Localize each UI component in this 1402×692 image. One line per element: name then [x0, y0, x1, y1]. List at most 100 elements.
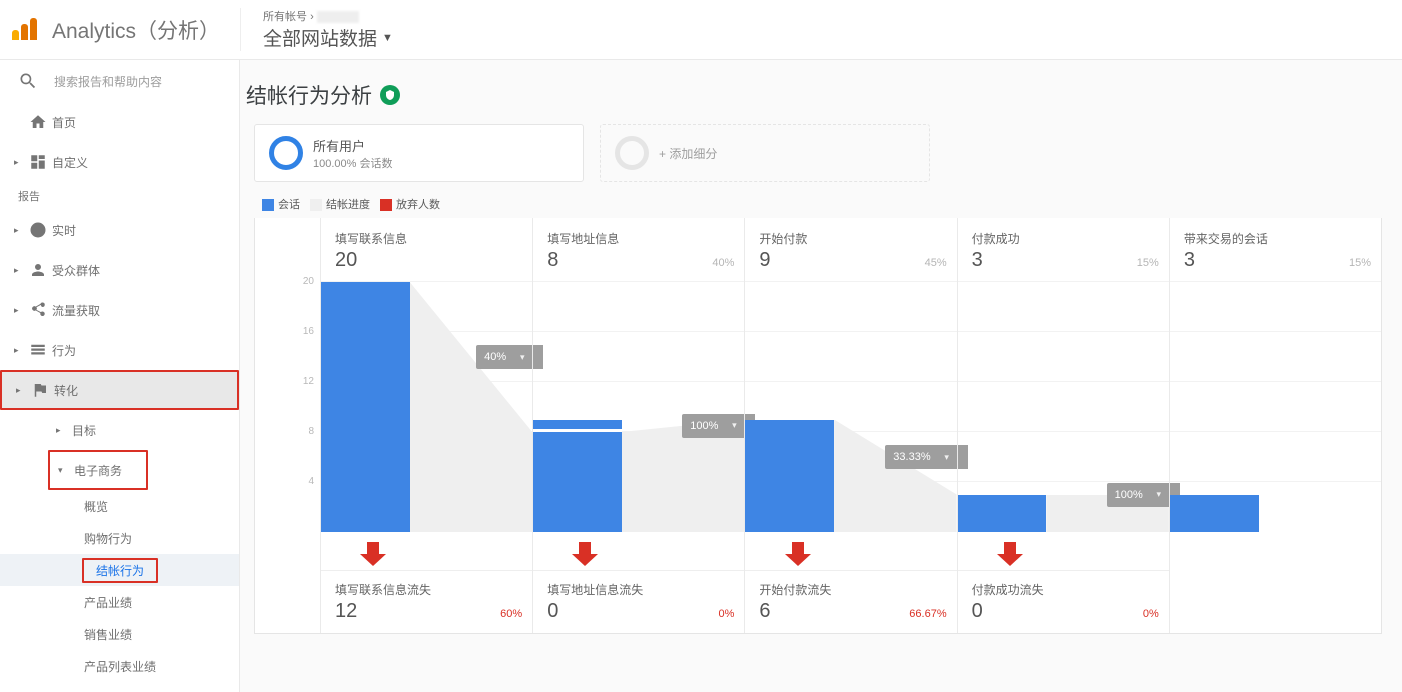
stage-name: 开始付款 — [759, 230, 946, 247]
section-header: 报告 — [0, 182, 239, 210]
stage-pct: 45% — [925, 257, 947, 269]
dropoff-value: 0 — [972, 600, 983, 623]
nav-label: 实时 — [52, 222, 76, 239]
y-tick: 20 — [303, 276, 314, 287]
segment-all-users[interactable]: 所有用户 100.00% 会话数 — [254, 124, 584, 182]
stage-value: 3 — [972, 249, 983, 272]
caret-down-icon: ▾ — [728, 420, 744, 431]
nav-realtime[interactable]: ▸ 实时 — [0, 210, 239, 250]
dropoff-row: 填写联系信息流失1260% — [321, 570, 532, 633]
nav-label: 受众群体 — [52, 262, 100, 279]
stage-value: 20 — [335, 249, 357, 272]
sub2-listperf[interactable]: 产品列表业绩 — [0, 650, 239, 682]
legend-progress: 结帐进度 — [310, 196, 370, 212]
funnel-stage[interactable]: 开始付款945%33.33%▾开始付款流失666.67% — [744, 218, 956, 633]
nav-acquisition[interactable]: ▸ 流量获取 — [0, 290, 239, 330]
sub-ecommerce[interactable]: ▾ 电子商务 — [48, 450, 148, 490]
session-bar — [958, 495, 1047, 533]
funnel-stage[interactable]: 填写地址信息840%100%▾填写地址信息流失00% — [532, 218, 744, 633]
funnel-stage[interactable]: 付款成功315%100%▾付款成功流失00% — [957, 218, 1169, 633]
segment-subtitle: 100.00% 会话数 — [313, 155, 392, 171]
stage-chart — [1170, 282, 1381, 532]
stage-name: 填写联系信息 — [335, 230, 522, 247]
nav-conversions[interactable]: ▸ 转化 — [0, 370, 239, 410]
session-bar — [533, 432, 622, 532]
dropoff-pct: 0% — [719, 608, 735, 620]
view-selector[interactable]: 所有帐号 › 全部网站数据 ▼ — [240, 8, 393, 51]
conversion-pct: 100% — [682, 420, 728, 432]
sub2-label: 产品业绩 — [84, 594, 132, 611]
segment-add[interactable]: + 添加细分 — [600, 124, 930, 182]
abandon-arrowhead-icon — [785, 554, 811, 566]
dropoff-row: 付款成功流失00% — [958, 570, 1169, 633]
abandon-arrowhead-icon — [572, 554, 598, 566]
abandon-arrow-icon — [579, 542, 591, 554]
progress-area — [410, 282, 533, 532]
swatch-sessions — [262, 199, 274, 211]
breadcrumb: 所有帐号 › — [263, 8, 393, 24]
flag-icon — [31, 381, 49, 399]
stage-pct: 15% — [1349, 257, 1371, 269]
sub2-checkout[interactable]: 结帐行为 — [0, 554, 239, 586]
dropoff-row: 填写地址信息流失00% — [533, 570, 744, 633]
dropoff-pct: 0% — [1143, 608, 1159, 620]
nav-label: 转化 — [54, 382, 78, 399]
segment-ring-icon — [269, 136, 303, 170]
funnel-container: 20161284填写联系信息2040%▾填写联系信息流失1260%填写地址信息8… — [254, 218, 1382, 634]
legend-sessions: 会话 — [262, 196, 300, 212]
nav-home[interactable]: 首页 — [0, 102, 239, 142]
bar-separator — [533, 429, 622, 432]
dropoff-name: 开始付款流失 — [759, 581, 946, 598]
sub2-product[interactable]: 产品业绩 — [0, 586, 239, 618]
sub2-label: 产品列表业绩 — [84, 658, 156, 675]
sub2-label: 销售业绩 — [84, 626, 132, 643]
funnel-stage[interactable]: 填写联系信息2040%▾填写联系信息流失1260% — [320, 218, 532, 633]
sub2-shopping[interactable]: 购物行为 — [0, 522, 239, 554]
nav-label: 首页 — [52, 114, 76, 131]
swatch-abandon — [380, 199, 392, 211]
view-name-label: 全部网站数据 — [263, 24, 377, 51]
stage-chart: 40%▾ — [321, 282, 532, 532]
abandon-arrowhead-icon — [360, 554, 386, 566]
caret-down-icon: ▼ — [382, 32, 393, 44]
analytics-logo-icon — [12, 16, 40, 44]
verified-badge-icon — [380, 85, 400, 105]
swatch-progress — [310, 199, 322, 211]
y-tick: 16 — [303, 326, 314, 337]
stage-name: 带来交易的会话 — [1184, 230, 1371, 247]
y-axis: 20161284 — [255, 218, 320, 633]
person-icon — [29, 261, 47, 279]
sub2-overview[interactable]: 概览 — [0, 490, 239, 522]
dashboard-icon — [29, 153, 47, 171]
nav-label: 自定义 — [52, 154, 88, 171]
progress-area — [834, 420, 957, 533]
nav-behavior[interactable]: ▸ 行为 — [0, 330, 239, 370]
stage-value: 3 — [1184, 249, 1195, 272]
session-bar — [321, 282, 410, 532]
sub2-label: 概览 — [84, 498, 108, 515]
nav-custom[interactable]: ▸ 自定义 — [0, 142, 239, 182]
sidebar: 搜索报告和帮助内容 首页 ▸ 自定义 报告 ▸ 实时 ▸ 受众群体 ▸ 流量获取 — [0, 60, 240, 692]
conversion-pct: 100% — [1107, 489, 1153, 501]
sub-goals[interactable]: ▸ 目标 — [0, 410, 239, 450]
nav-label: 行为 — [52, 342, 76, 359]
abandon-row — [321, 532, 532, 570]
dropoff-pct: 60% — [500, 608, 522, 620]
legend-abandon: 放弃人数 — [380, 196, 440, 212]
conversion-tag[interactable]: 33.33%▾ — [885, 445, 967, 469]
session-bar — [745, 420, 834, 533]
nav-audience[interactable]: ▸ 受众群体 — [0, 250, 239, 290]
report-content: 结帐行为分析 所有用户 100.00% 会话数 + 添加细分 会话 结帐进度 放… — [240, 60, 1402, 692]
share-icon — [29, 301, 47, 319]
sidebar-search[interactable]: 搜索报告和帮助内容 — [0, 60, 239, 102]
dropoff-value: 12 — [335, 600, 357, 623]
funnel-stage[interactable]: 带来交易的会话 3 15% — [1169, 218, 1381, 633]
chart-legend: 会话 结帐进度 放弃人数 — [240, 182, 1402, 214]
search-placeholder: 搜索报告和帮助内容 — [54, 73, 162, 90]
conversion-pct: 40% — [476, 351, 516, 363]
dropoff-pct: 66.67% — [909, 608, 946, 620]
sub2-sales[interactable]: 销售业绩 — [0, 618, 239, 650]
y-tick: 4 — [308, 476, 314, 487]
dropoff-value: 0 — [547, 600, 558, 623]
sub-label: 目标 — [72, 422, 96, 439]
